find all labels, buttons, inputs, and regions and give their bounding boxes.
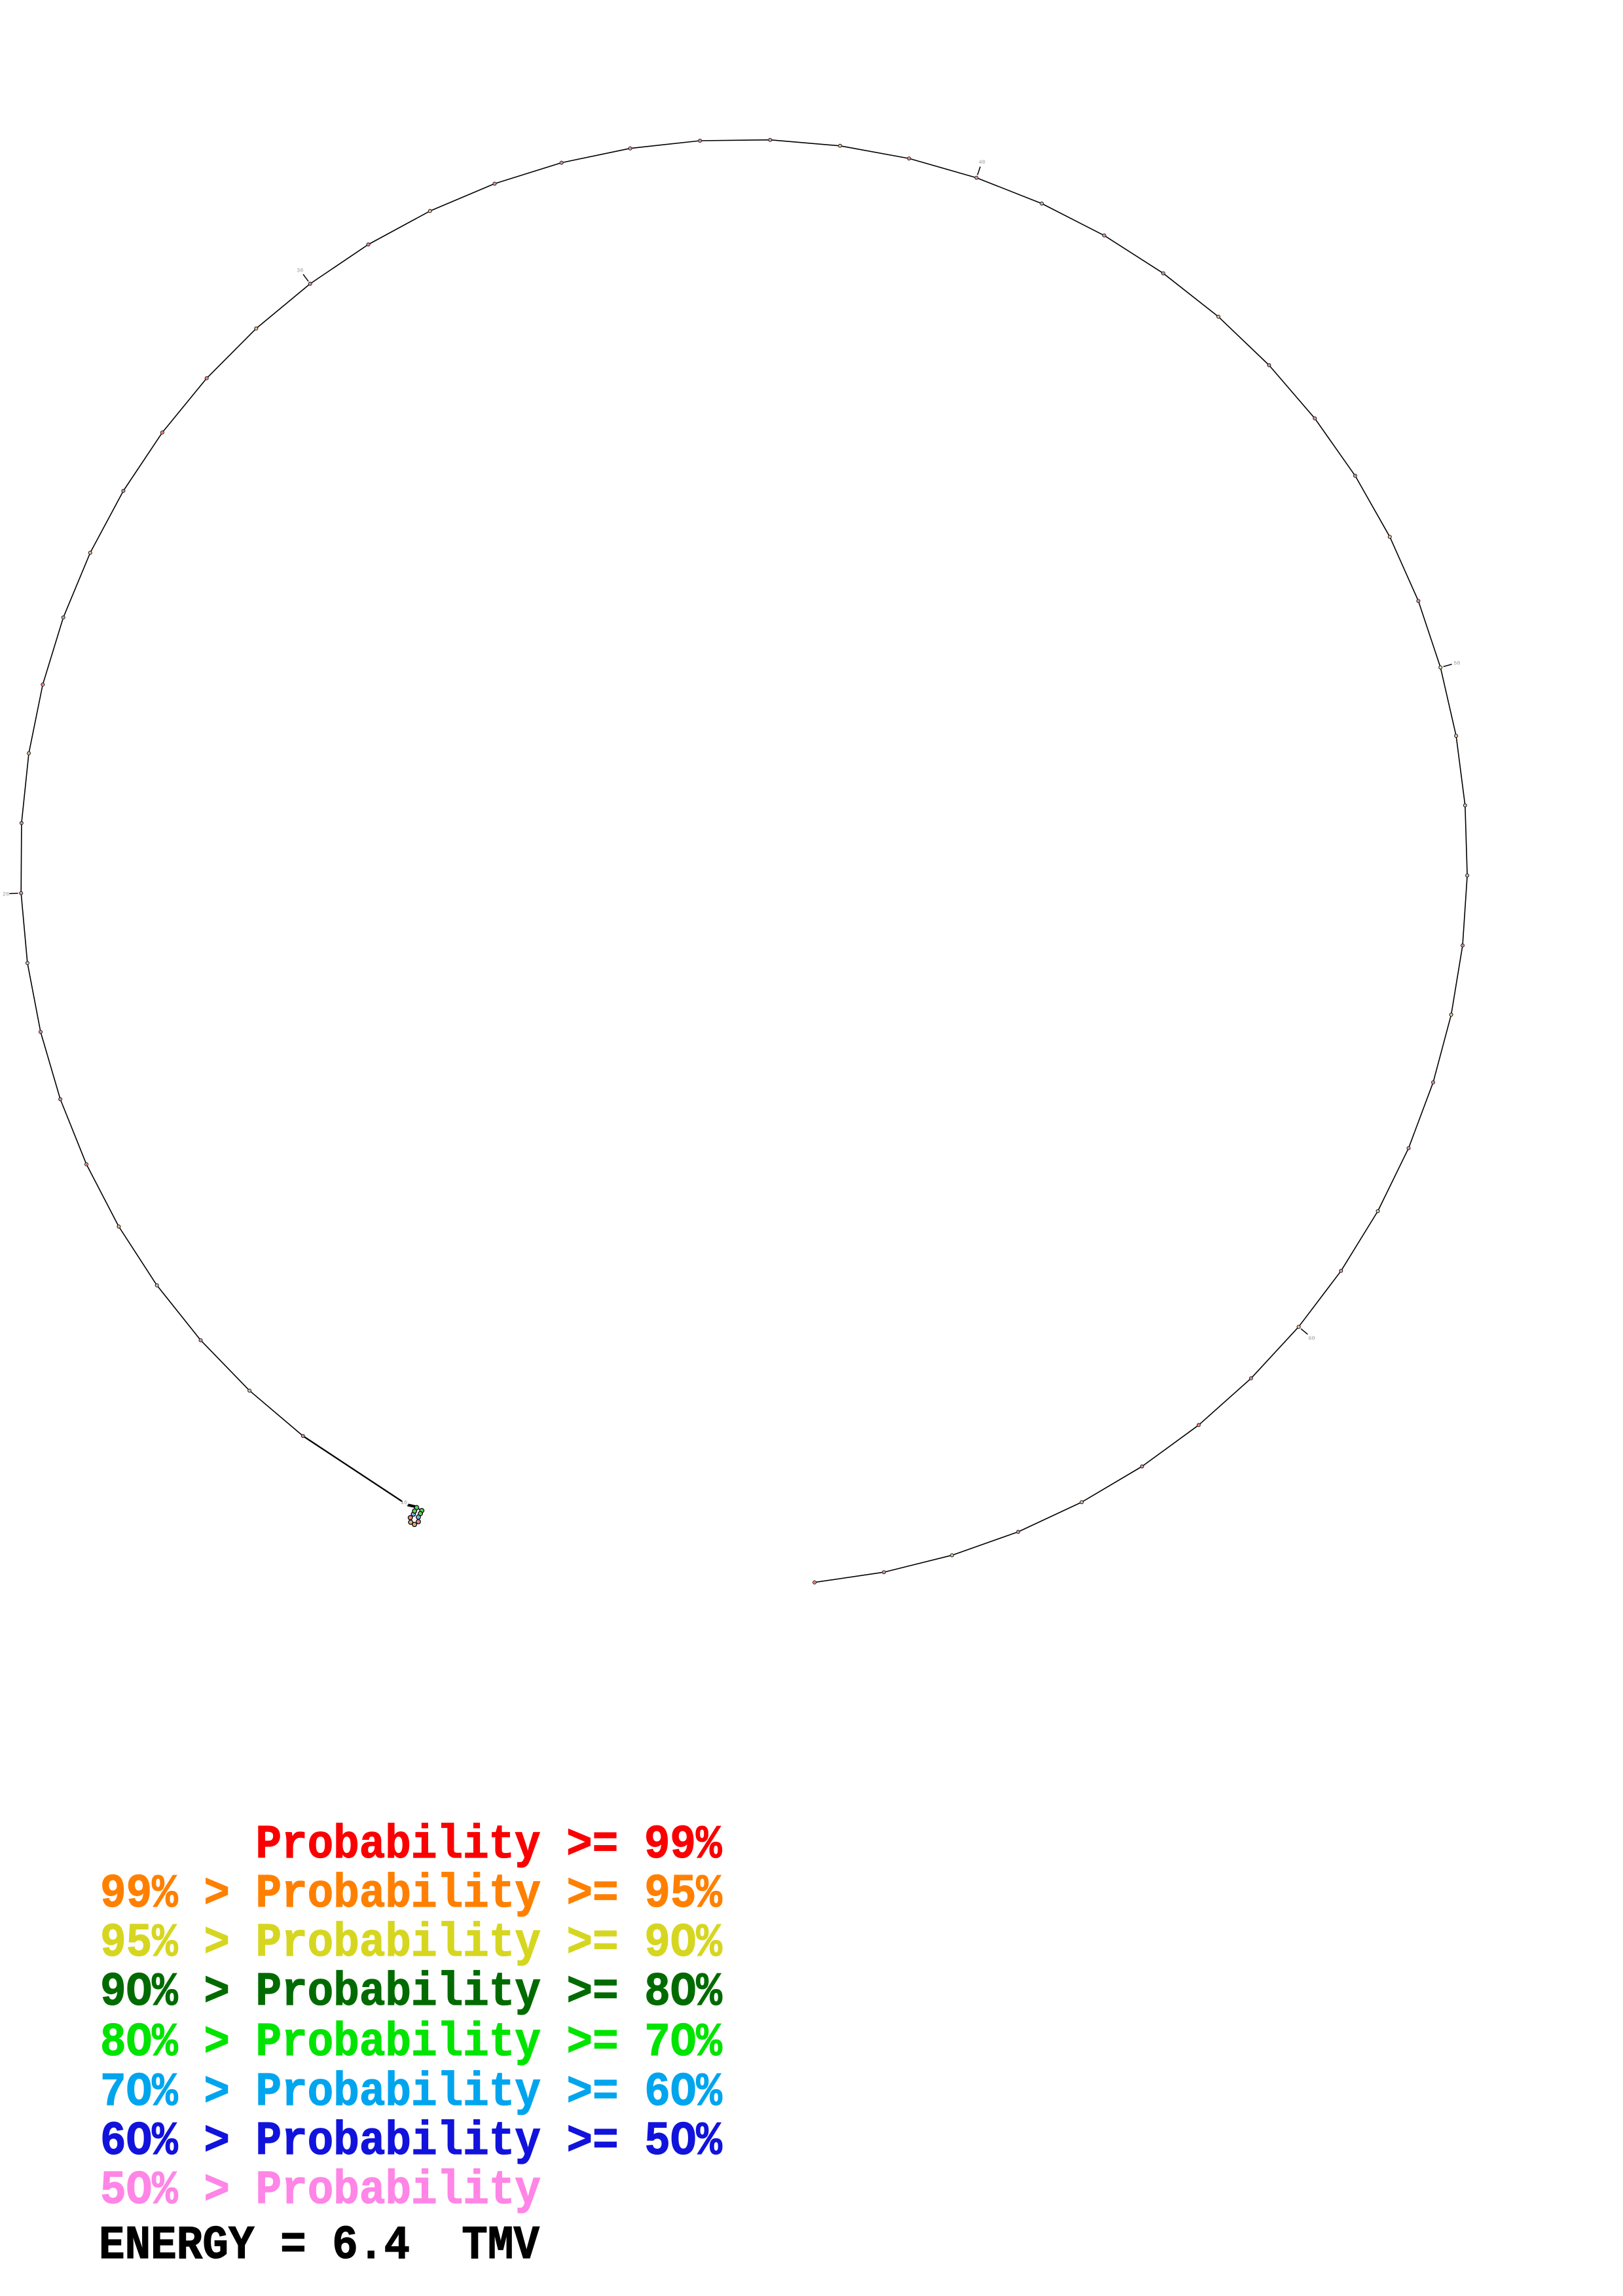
svg-text:30: 30 xyxy=(297,268,303,274)
svg-text:50: 50 xyxy=(1453,660,1460,667)
svg-text:9O% > Probability >= 8O%: 9O% > Probability >= 8O% xyxy=(100,1965,723,2019)
svg-text:5O% > Probability: 5O% > Probability xyxy=(100,2164,541,2217)
svg-text:ENERGY = 6.4 TMV: ENERGY = 6.4 TMV xyxy=(99,2219,540,2272)
svg-text:8O% > Probability >= 7O%: 8O% > Probability >= 7O% xyxy=(100,2016,723,2070)
svg-text:10: 10 xyxy=(401,1499,407,1506)
svg-text:60: 60 xyxy=(1308,1335,1315,1342)
svg-text:95% > Probability >= 9O%: 95% > Probability >= 9O% xyxy=(100,1916,723,1970)
svg-text:7O% > Probability >= 6O%: 7O% > Probability >= 6O% xyxy=(100,2066,723,2119)
svg-text:Probability >= 99%: Probability >= 99% xyxy=(256,1818,723,1872)
svg-text:40: 40 xyxy=(979,159,985,166)
svg-text:99% > Probability >= 95%: 99% > Probability >= 95% xyxy=(100,1867,723,1921)
svg-text:20: 20 xyxy=(3,891,9,898)
svg-text:6O% > Probability >= 5O%: 6O% > Probability >= 5O% xyxy=(100,2115,723,2168)
